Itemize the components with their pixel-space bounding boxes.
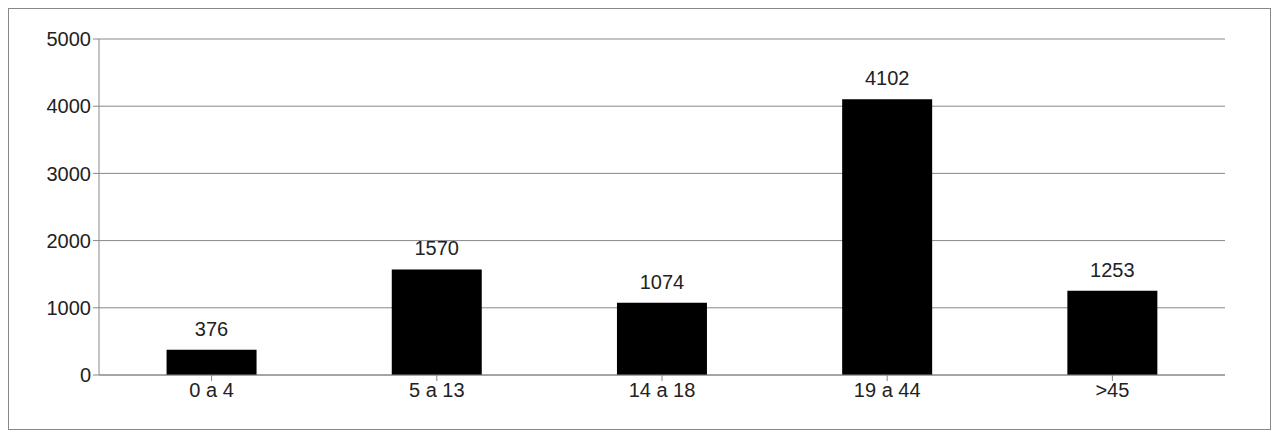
svg-text:1253: 1253 xyxy=(1090,259,1135,281)
svg-text:4000: 4000 xyxy=(47,95,92,117)
svg-text:0: 0 xyxy=(80,364,91,386)
svg-text:5 a 13: 5 a 13 xyxy=(409,379,465,401)
svg-text:2000: 2000 xyxy=(47,230,92,252)
svg-text:3000: 3000 xyxy=(47,163,92,185)
svg-text:19 a 44: 19 a 44 xyxy=(854,379,921,401)
svg-text:1074: 1074 xyxy=(640,271,685,293)
svg-text:1000: 1000 xyxy=(47,297,92,319)
svg-text:1570: 1570 xyxy=(415,237,460,259)
svg-text:>45: >45 xyxy=(1095,379,1129,401)
svg-text:5000: 5000 xyxy=(47,28,92,50)
svg-text:4102: 4102 xyxy=(865,67,910,89)
svg-text:14 a 18: 14 a 18 xyxy=(629,379,696,401)
svg-text:0 a 4: 0 a 4 xyxy=(189,379,233,401)
svg-text:376: 376 xyxy=(195,318,228,340)
